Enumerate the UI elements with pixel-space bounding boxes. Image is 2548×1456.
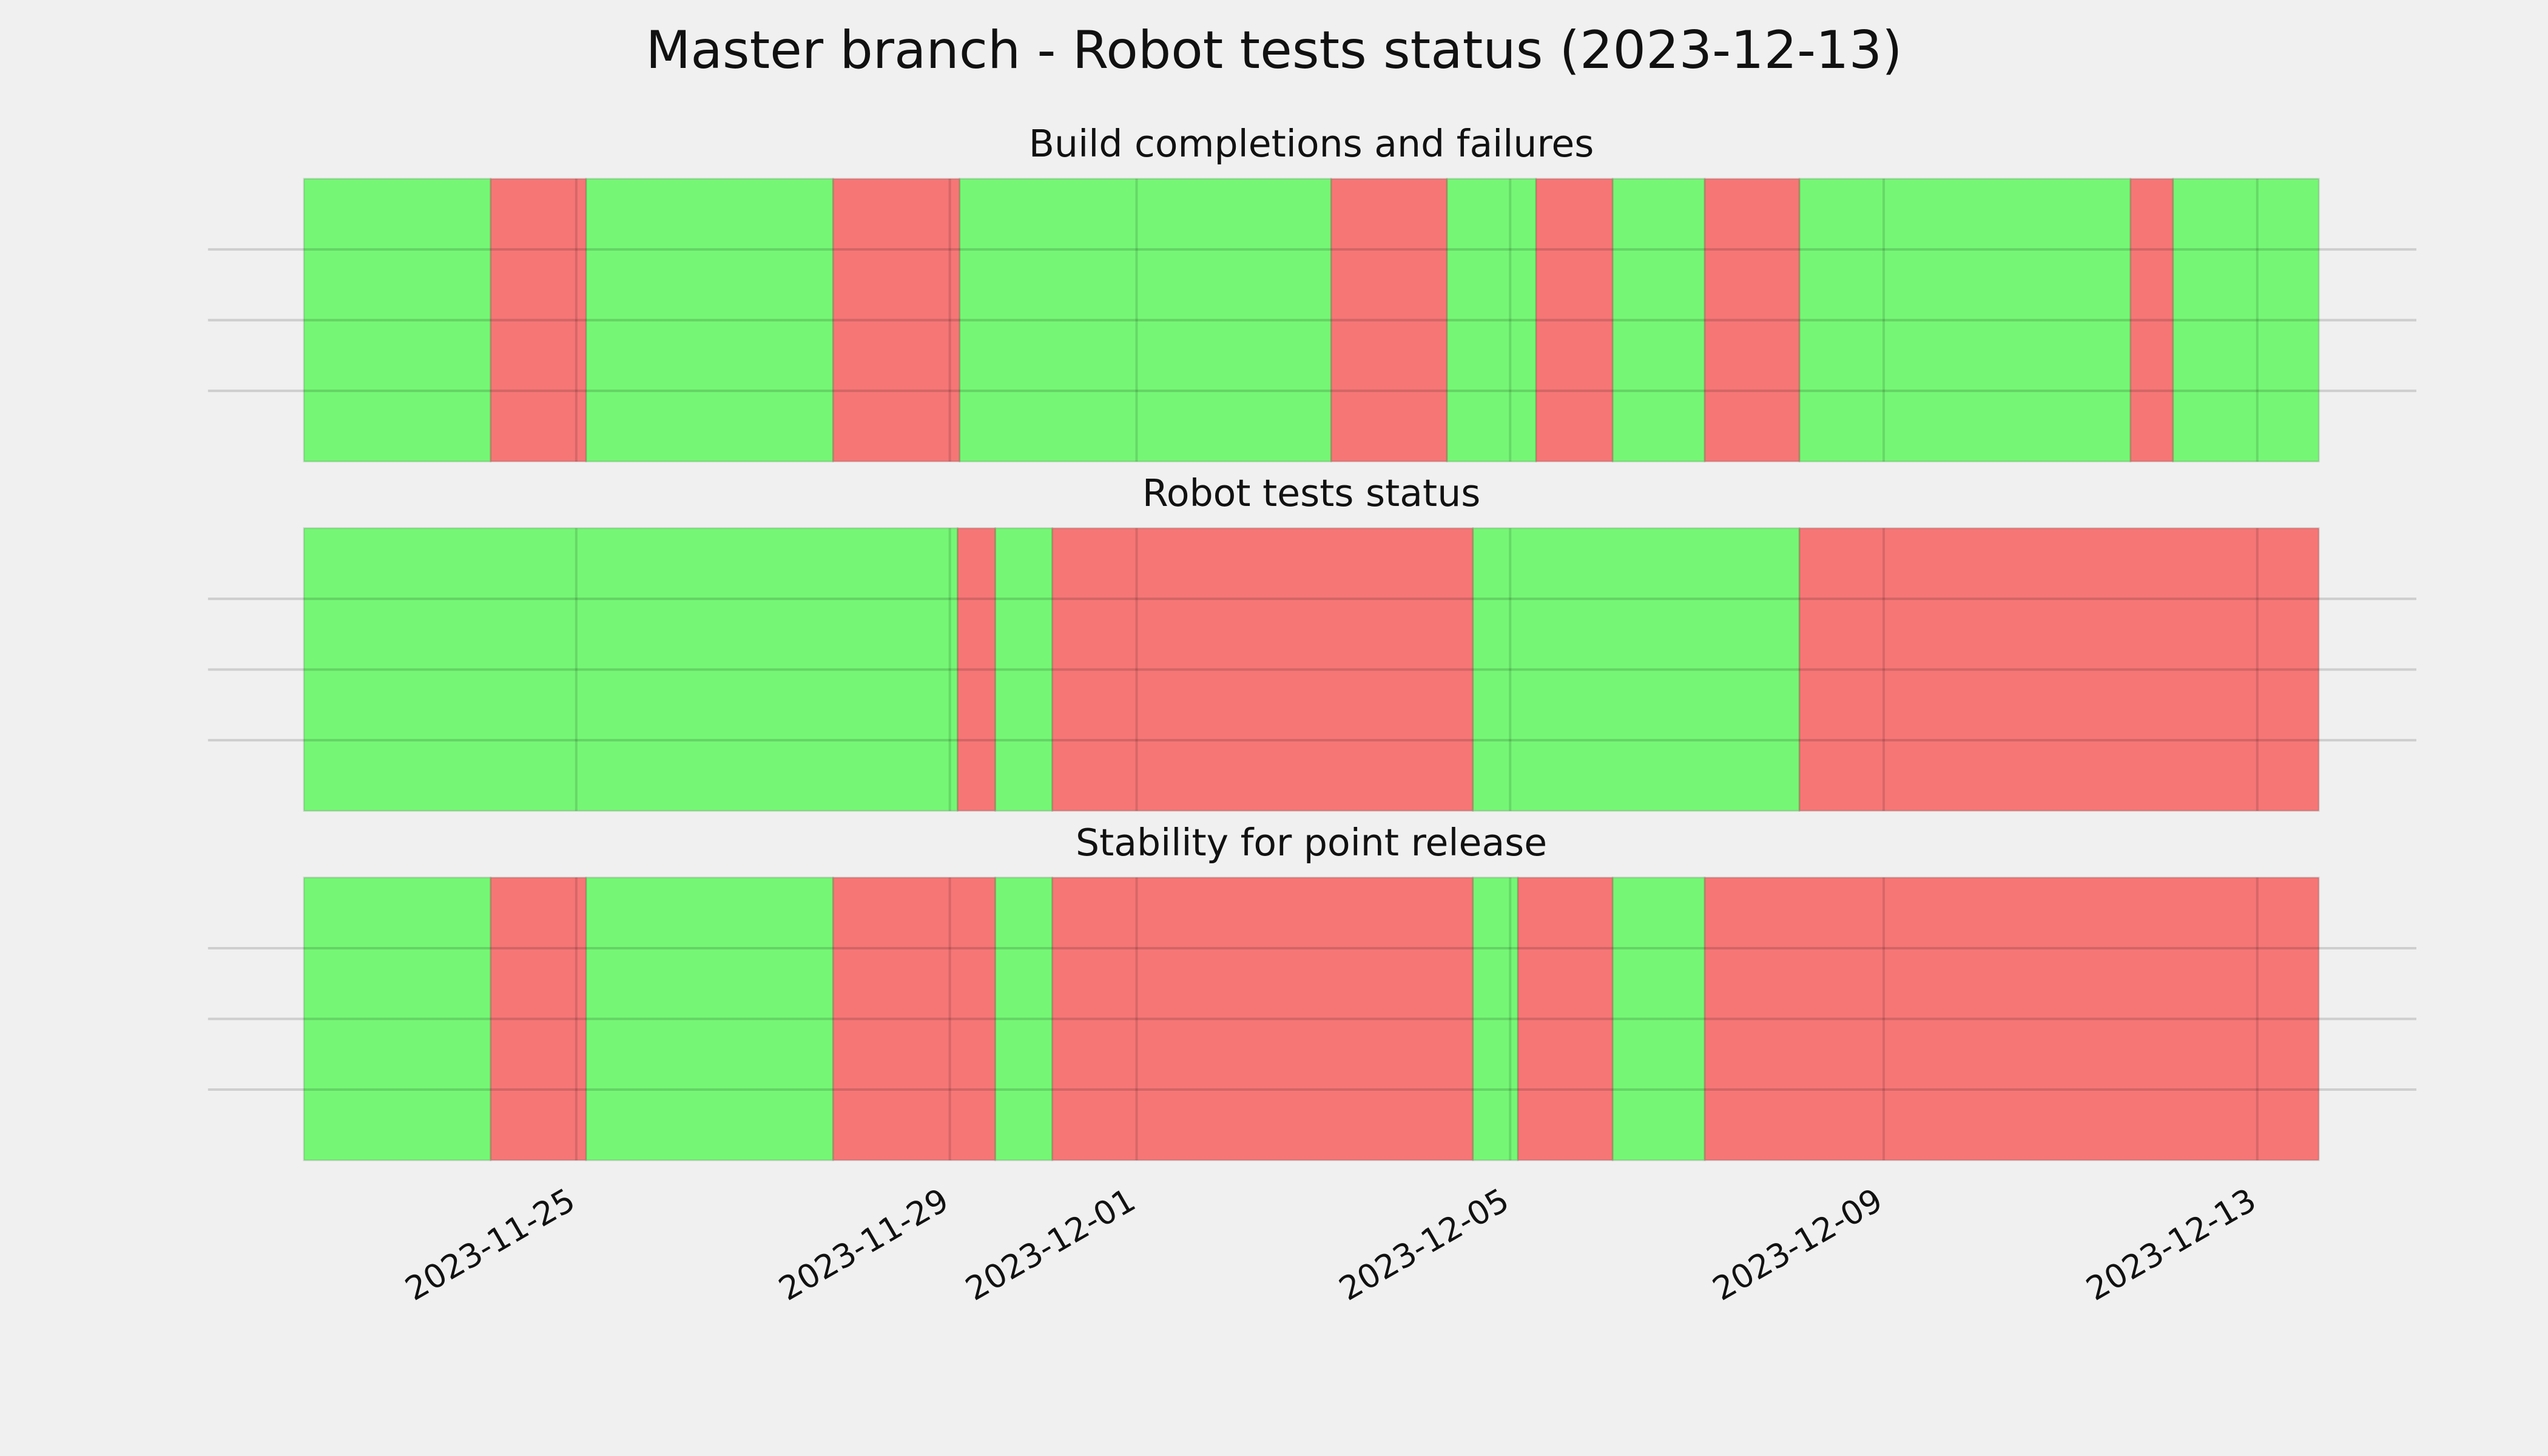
status-segment <box>490 877 587 1161</box>
panel-title: Build completions and failures <box>1029 122 1594 166</box>
panel-title: Stability for point release <box>1076 821 1547 864</box>
status-segment <box>832 877 996 1161</box>
status-segment <box>585 178 834 463</box>
status-segment <box>1798 178 2132 463</box>
status-segment <box>994 877 1053 1161</box>
status-segment <box>1051 527 1474 812</box>
status-segment <box>1535 178 1614 463</box>
status-segment <box>1798 527 2320 812</box>
status-segment <box>303 527 959 812</box>
status-segment <box>957 527 996 812</box>
status-segment <box>1704 877 2320 1161</box>
status-segment <box>2129 178 2174 463</box>
status-segment <box>1517 877 1614 1161</box>
status-segment <box>585 877 834 1161</box>
status-segment <box>490 178 587 463</box>
status-segment <box>1051 877 1474 1161</box>
status-segment <box>1611 877 1706 1161</box>
status-segment <box>832 178 961 463</box>
status-segment <box>1704 178 1801 463</box>
status-segment <box>1472 527 1801 812</box>
status-segment <box>1330 178 1448 463</box>
status-segment <box>994 527 1053 812</box>
status-segment <box>959 178 1332 463</box>
status-segment <box>1611 178 1706 463</box>
status-segment <box>303 178 492 463</box>
panel-title: Robot tests status <box>1142 471 1480 515</box>
status-segment <box>303 877 492 1161</box>
chart-title: Master branch - Robot tests status (2023… <box>645 20 1902 81</box>
status-segment <box>2172 178 2320 463</box>
status-segment <box>1446 178 1537 463</box>
